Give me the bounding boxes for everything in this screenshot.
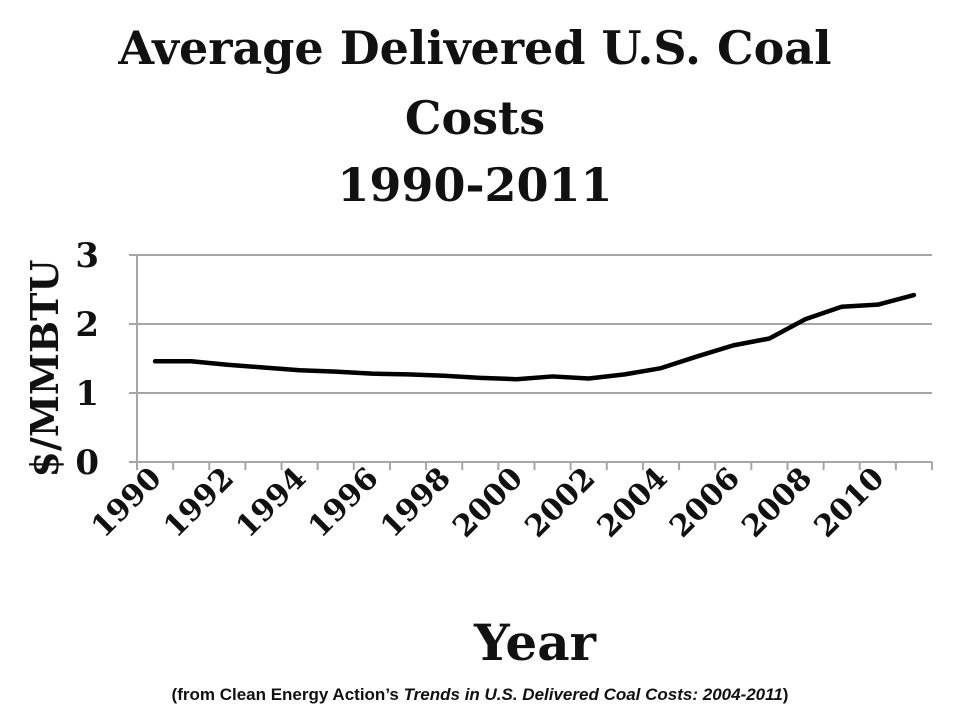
data-line [152, 292, 917, 382]
y-axis-title: $/MMBTU [22, 260, 67, 478]
y-tick-label: 3 [75, 236, 99, 276]
footnote-suffix: ) [782, 685, 789, 704]
x-tick-label: 1992 [157, 461, 241, 545]
y-tick-label: 0 [75, 443, 99, 483]
chart-title-line-1: Average Delivered U.S. Coal [118, 21, 832, 75]
footnote-report-title: Trends in U.S. Delivered Coal Costs: 200… [403, 685, 783, 704]
source-footnote: (from Clean Energy Action’s Trends in U.… [0, 685, 960, 705]
chart-title-line-3: 1990-2011 [337, 158, 613, 212]
x-tick-label: 2000 [446, 461, 530, 545]
x-tick-label: 2010 [808, 461, 892, 545]
chart-title-line-2: Costs [404, 91, 546, 145]
x-tick-label: 2006 [663, 461, 747, 545]
x-tick-label: 2002 [519, 461, 603, 545]
x-tick-label: 1996 [302, 461, 386, 545]
x-tick-label: 1994 [229, 461, 313, 545]
x-axis-title: Year [473, 613, 597, 672]
footnote-prefix: (from Clean Energy Action’s [171, 685, 404, 704]
x-tick-label: 1998 [374, 461, 458, 545]
y-tick-label: 1 [75, 374, 99, 414]
x-tick-label: 2004 [591, 461, 675, 545]
y-tick-label: 2 [75, 305, 99, 345]
x-tick-label: 2008 [735, 461, 819, 545]
